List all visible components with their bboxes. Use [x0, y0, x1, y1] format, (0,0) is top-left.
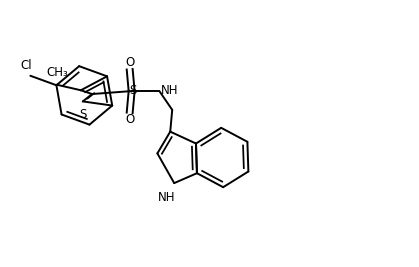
Text: Cl: Cl: [21, 59, 32, 72]
Text: CH₃: CH₃: [47, 66, 69, 79]
Text: O: O: [125, 113, 134, 126]
Text: NH: NH: [158, 191, 175, 204]
Text: O: O: [125, 56, 134, 69]
Text: NH: NH: [160, 84, 178, 97]
Text: S: S: [79, 108, 86, 121]
Text: S: S: [129, 84, 136, 97]
